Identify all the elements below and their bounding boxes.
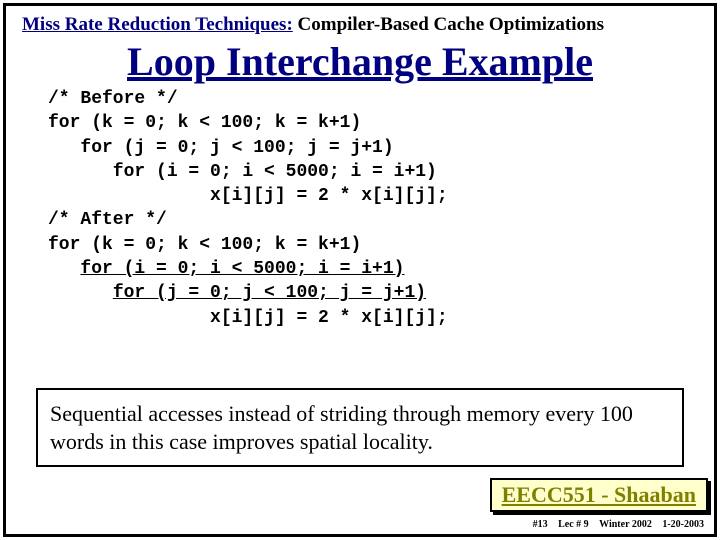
slide-subtitle: Miss Rate Reduction Techniques: Compiler… bbox=[22, 14, 698, 36]
code-line: /* Before */ bbox=[48, 89, 178, 109]
code-line: x[i][j] = 2 * x[i][j]; bbox=[48, 308, 448, 328]
footer-lecture: Lec # 9 bbox=[558, 519, 589, 530]
code-line-underlined: for (j = 0; j < 100; j = j+1) bbox=[113, 283, 426, 303]
explanation-box: Sequential accesses instead of striding … bbox=[36, 388, 684, 467]
slide-content: Miss Rate Reduction Techniques: Compiler… bbox=[22, 14, 698, 330]
code-line: for (k = 0; k < 100; k = k+1) bbox=[48, 235, 361, 255]
code-indent bbox=[48, 259, 80, 279]
code-indent bbox=[48, 283, 113, 303]
code-line: x[i][j] = 2 * x[i][j]; bbox=[48, 186, 448, 206]
slide-title: Loop Interchange Example bbox=[22, 38, 698, 85]
subtitle-underlined: Miss Rate Reduction Techniques: bbox=[22, 14, 293, 35]
code-line: /* After */ bbox=[48, 210, 167, 230]
code-line-underlined: for (i = 0; i < 5000; i = i+1) bbox=[80, 259, 404, 279]
code-line: for (k = 0; k < 100; k = k+1) bbox=[48, 113, 361, 133]
subtitle-rest: Compiler-Based Cache Optimizations bbox=[293, 14, 604, 35]
code-block: /* Before */ for (k = 0; k < 100; k = k+… bbox=[48, 87, 698, 330]
code-line: for (i = 0; i < 5000; i = i+1) bbox=[48, 162, 437, 182]
footer-course-box: EECC551 - Shaaban bbox=[490, 478, 708, 512]
footer-term: Winter 2002 bbox=[599, 519, 652, 530]
footer-date: 1-20-2003 bbox=[662, 519, 704, 530]
code-line: for (j = 0; j < 100; j = j+1) bbox=[48, 138, 394, 158]
explanation-text: Sequential accesses instead of striding … bbox=[50, 401, 633, 454]
footer-slide-number: #13 bbox=[533, 519, 548, 530]
footer-meta: #13 Lec # 9 Winter 2002 1-20-2003 bbox=[525, 519, 704, 530]
